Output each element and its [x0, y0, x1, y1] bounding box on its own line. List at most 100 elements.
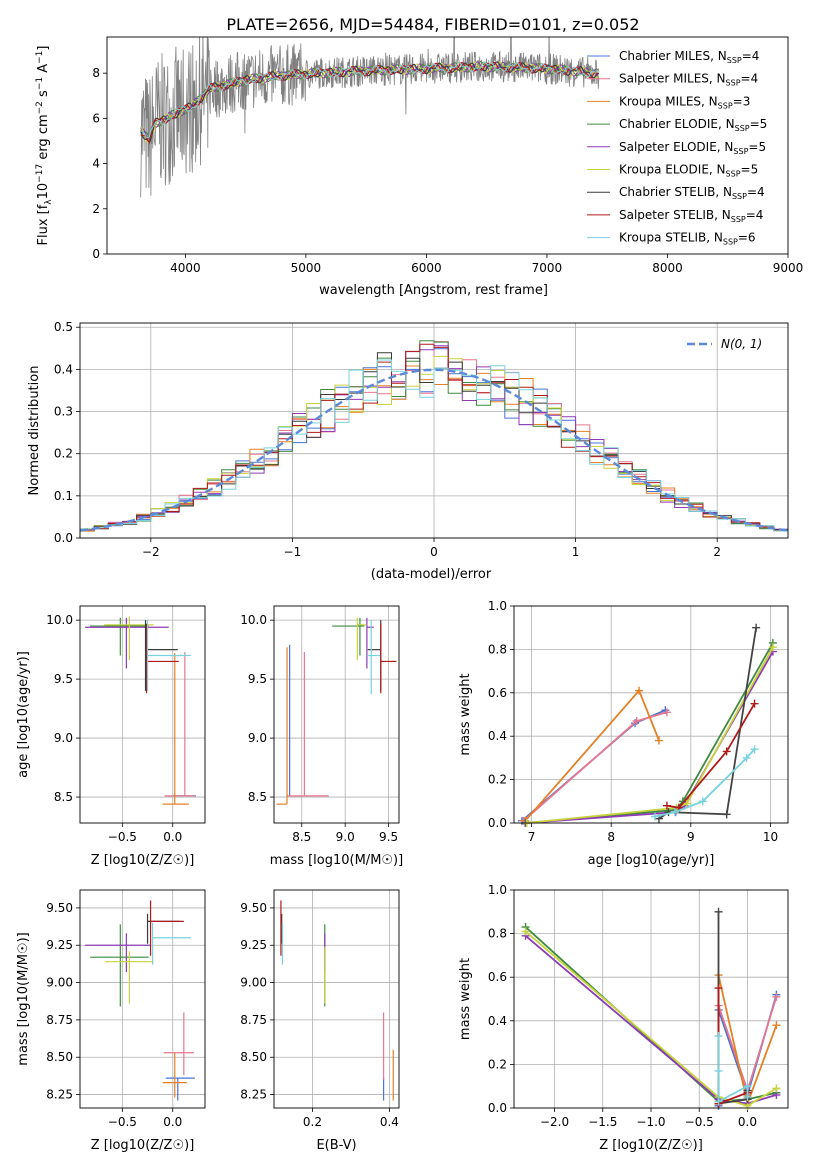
- x-tick-label: 1: [572, 545, 580, 559]
- y-tick-label: 8.5: [248, 790, 267, 804]
- x-axis-label: E(B-V): [316, 1138, 356, 1153]
- legend-name: Kroupa ELODIE, N: [619, 163, 726, 177]
- y-label-part: s: [36, 90, 51, 101]
- y-tick-label: 9.25: [240, 938, 267, 952]
- y-label-part: λ: [44, 199, 54, 205]
- weight-marker: [772, 992, 781, 1001]
- y-label-part: 10: [36, 183, 51, 200]
- weight-marker: [635, 686, 644, 695]
- y-tick-label: 10.0: [240, 613, 267, 627]
- y-tick-label: 9.50: [46, 901, 73, 915]
- axes-frame: [273, 889, 400, 1109]
- x-tick-label: 7000: [532, 261, 563, 275]
- weight-marker: [682, 799, 691, 808]
- x-tick-label: −2: [142, 545, 160, 559]
- histogram-panel: −2 −1 0 1 2 0.0 0.1 0.2 0.3 0.4 0.5 N(0, 1) (data-mo…: [27, 320, 789, 582]
- x-tick-label: 9: [687, 830, 695, 844]
- axes-frame: [513, 605, 789, 824]
- observed-spectrum: [140, 37, 600, 198]
- legend-label-8: Kroupa STELIB, NSSP=6: [619, 231, 756, 247]
- legend-nssp: =5: [748, 140, 766, 154]
- y-tick-label: 9.5: [54, 672, 73, 686]
- age_vs_mass-panel: 8.5 9.0 9.5 8.5 9.0 9.5 10.0 mass [log10(M/M☉)]: [240, 605, 403, 868]
- x-tick-label: 9.0: [336, 830, 355, 844]
- y-tick-label: 8.50: [46, 1050, 73, 1064]
- massweight_vs_age-panel: 7 8 9 10 0.0 0.2 0.4 0.6 0.8 1.0 age [log10(age/yr…: [458, 599, 789, 868]
- y-tick-label: 0.0: [488, 816, 507, 830]
- y-tick-label: 8.75: [240, 1013, 267, 1027]
- legend-nssp: =6: [738, 231, 756, 245]
- y-tick-label: 0.8: [488, 642, 507, 656]
- x-tick-label: 10: [763, 830, 778, 844]
- x-tick-label: 0.2: [303, 1115, 322, 1129]
- y-tick-label: 8.25: [240, 1088, 267, 1102]
- legend-nssp: =3: [733, 94, 751, 108]
- x-tick-label: 2: [713, 545, 721, 559]
- y-axis-label: age [log10(age/yr)]: [16, 651, 31, 778]
- x-axis-label: mass [log10(M/M☉)]: [270, 853, 403, 868]
- weight-marker: [714, 1032, 723, 1041]
- legend-nssp: =5: [741, 163, 759, 177]
- x-axis-label: wavelength [Angstrom, rest frame]: [319, 283, 548, 298]
- x-tick-label: −0.5: [685, 1115, 714, 1129]
- y-label-part: −17: [35, 164, 45, 183]
- y-label-part: Flux [f: [36, 204, 51, 245]
- normal-reference-curve: [80, 368, 788, 532]
- y-tick-label: 1.0: [488, 599, 507, 613]
- y-tick-label: 0.0: [54, 531, 73, 545]
- y-tick-label: 2: [92, 202, 100, 216]
- figure-title: PLATE=2656, MJD=54484, FIBERID=0101, z=0…: [226, 15, 639, 34]
- x-tick-label: 5000: [291, 261, 322, 275]
- legend-subscript: SSP: [718, 101, 733, 110]
- weight-marker: [722, 747, 731, 756]
- y-label-part: erg cm: [36, 114, 51, 163]
- y-tick-label: 10.0: [46, 613, 73, 627]
- legend-subscript: SSP: [735, 124, 750, 133]
- mass_vs_ebv-panel: 0.2 0.4 8.25 8.50 8.75 9.00 9.25 9.50 E(B-V): [240, 889, 400, 1153]
- x-tick-label: −1: [284, 545, 302, 559]
- x-tick-label: 0.0: [738, 1115, 757, 1129]
- y-tick-label: 0.0: [488, 1101, 507, 1115]
- y-tick-label: 0.4: [54, 362, 73, 376]
- weight-marker: [743, 1082, 752, 1091]
- x-tick-label: 9000: [773, 261, 804, 275]
- y-tick-label: 4: [92, 157, 100, 171]
- legend-subscript: SSP: [726, 79, 741, 88]
- y-label-part: ]: [36, 46, 51, 51]
- x-tick-label: 8.5: [292, 830, 311, 844]
- weight-line-7: [666, 703, 756, 809]
- charts: 4000 5000 6000 7000 8000 9000 0 2 4 6 8 Chabrier MI…: [16, 36, 804, 1153]
- weight-line-3: [525, 642, 774, 824]
- x-tick-label: 8: [607, 830, 615, 844]
- legend-name: Kroupa STELIB, N: [619, 231, 723, 245]
- x-tick-label: 9.5: [379, 830, 398, 844]
- x-axis-label: Z [log10(Z/Z☉)]: [91, 853, 195, 868]
- legend-subscript: SSP: [727, 56, 742, 65]
- spectrum-plot: [140, 37, 600, 198]
- weight-marker: [714, 984, 723, 993]
- y-tick-label: 0.2: [488, 1057, 507, 1071]
- legend-label-6: Chabrier STELIB, NSSP=4: [619, 185, 765, 201]
- y-tick-label: 0.4: [488, 729, 507, 743]
- age_vs_Z-panel: −0.5 0.0 8.5 9.0 9.5 10.0 Z [log10(Z/Z☉)] age […: [16, 605, 206, 868]
- mass_vs_ebv-plot: [280, 900, 394, 1101]
- weight-line-6: [717, 911, 749, 1105]
- axes-frame: [106, 36, 789, 255]
- y-tick-label: 0.4: [488, 1014, 507, 1028]
- y-tick-label: 9.0: [248, 731, 267, 745]
- y-tick-label: 0.6: [488, 686, 507, 700]
- x-tick-label: −0.5: [108, 830, 137, 844]
- y-label-part: A: [36, 64, 51, 77]
- y-axis-label: mass [log10(M/M☉)]: [16, 932, 31, 1065]
- legend-subscript: SSP: [732, 192, 747, 201]
- x-axis-label: (data-model)/error: [371, 567, 492, 582]
- y-tick-label: 0.2: [488, 773, 507, 787]
- weight-marker: [722, 810, 731, 819]
- y-tick-label: 8.5: [54, 790, 73, 804]
- y-tick-label: 9.50: [240, 901, 267, 915]
- x-tick-label: 0: [430, 545, 438, 559]
- legend-label-1: Salpeter MILES, NSSP=4: [619, 72, 758, 88]
- axes-frame: [79, 322, 789, 539]
- histogram-step-8: [80, 359, 788, 532]
- legend-name: Salpeter MILES, N: [619, 72, 726, 86]
